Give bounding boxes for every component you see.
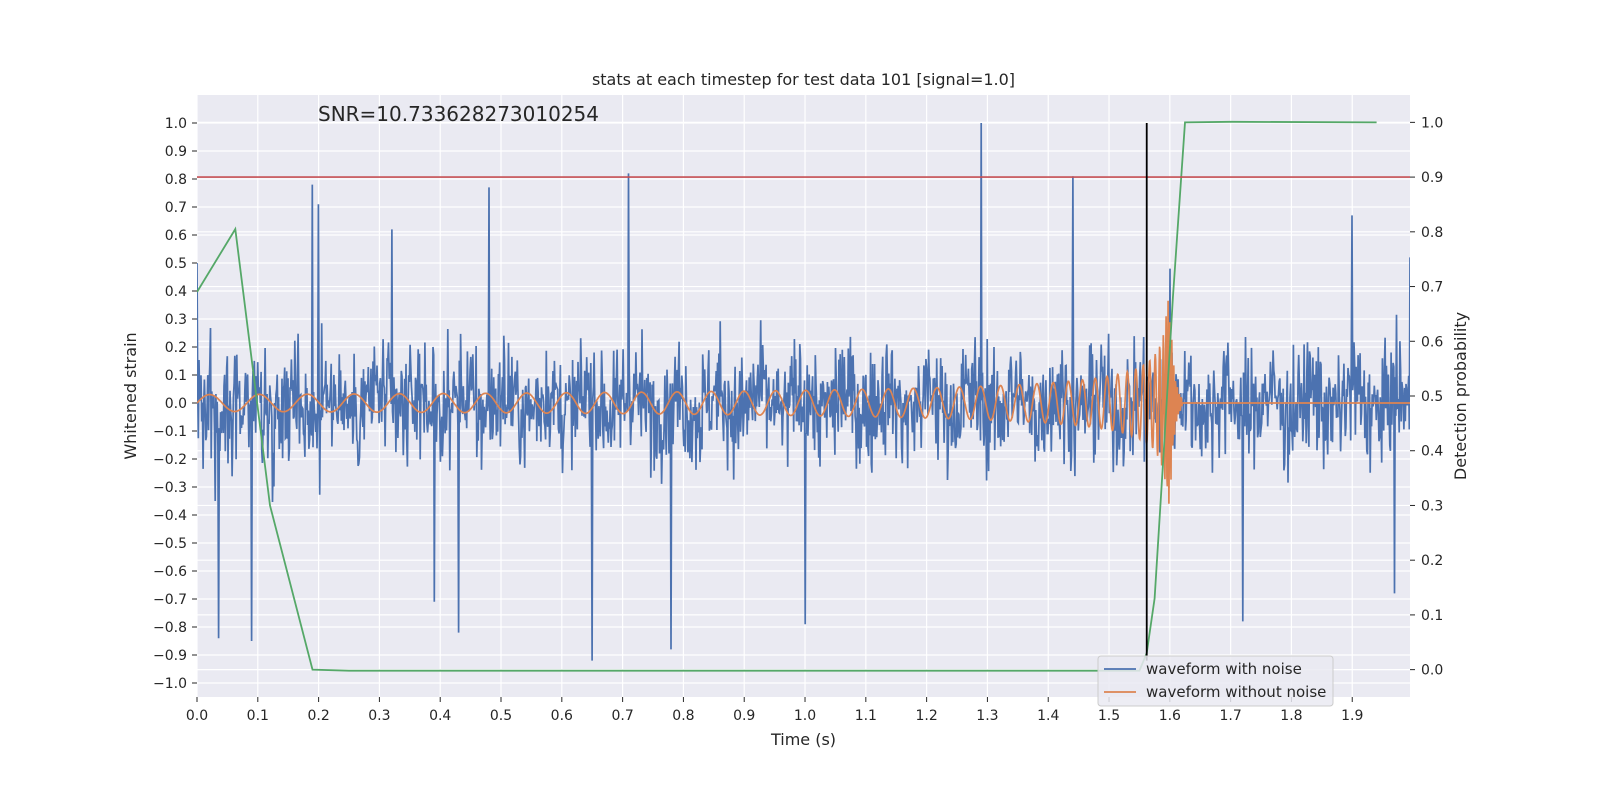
y2-tick-label: 0.3 xyxy=(1421,498,1443,514)
x-tick-label: 1.1 xyxy=(855,708,877,724)
y2-tick-label: 1.0 xyxy=(1421,115,1443,131)
x-tick-label: 0.6 xyxy=(551,708,573,724)
x-tick-label: 1.9 xyxy=(1341,708,1363,724)
y-tick-label: −1.0 xyxy=(153,676,187,692)
y-tick-label: 1.0 xyxy=(165,116,187,132)
y-tick-label: 0.1 xyxy=(165,368,187,384)
series-waveform-without-noise xyxy=(197,300,1410,504)
y2-tick-label: 0.5 xyxy=(1421,389,1443,405)
legend: waveform with noise waveform without noi… xyxy=(1097,655,1334,707)
x-tick-label: 1.4 xyxy=(1037,708,1059,724)
y-tick-label: −0.5 xyxy=(153,536,187,552)
y-axis-label: Whitened strain xyxy=(121,332,140,459)
y-tick-label: 0.9 xyxy=(165,144,187,160)
y-axis-ticks: −1.0 −0.9 −0.8 −0.7 −0.6 −0.5 −0.4 −0.3 −0.2 −0.1… xyxy=(153,116,197,692)
x-tick-label: 0.7 xyxy=(611,708,633,724)
y-tick-label: 0.7 xyxy=(165,200,187,216)
y-tick-label: −0.4 xyxy=(153,508,187,524)
legend-label-noisy: waveform with noise xyxy=(1146,660,1302,678)
y2-axis-ticks: 0.0 0.1 0.2 0.3 0.4 0.5 0.6 0.7 0.8 0.9 1.0 xyxy=(1410,115,1443,679)
y-tick-label: 0.8 xyxy=(165,172,187,188)
snr-annotation: SNR=10.733628273010254 xyxy=(318,102,599,126)
x-tick-label: 0.4 xyxy=(429,708,451,724)
x-tick-label: 1.7 xyxy=(1220,708,1242,724)
x-tick-label: 0.8 xyxy=(672,708,694,724)
x-tick-label: 1.8 xyxy=(1280,708,1302,724)
legend-box xyxy=(1097,655,1334,707)
y2-tick-label: 0.4 xyxy=(1421,444,1443,460)
y-tick-label: 0.2 xyxy=(165,340,187,356)
y-tick-label: 0.3 xyxy=(165,312,187,328)
y2-tick-label: 0.6 xyxy=(1421,334,1443,350)
y2-tick-label: 0.0 xyxy=(1421,663,1443,679)
x-tick-label: 1.5 xyxy=(1098,708,1120,724)
x-tick-label: 1.2 xyxy=(915,708,937,724)
y-tick-label: 0.5 xyxy=(165,256,187,272)
legend-label-clean: waveform without noise xyxy=(1146,683,1326,701)
x-tick-label: 0.3 xyxy=(368,708,390,724)
x-tick-label: 1.6 xyxy=(1159,708,1181,724)
x-axis-ticks: 0.0 0.1 0.2 0.3 0.4 0.5 0.6 0.7 0.8 0.9 1.0 1.1 1.2 1… xyxy=(186,697,1363,724)
x-tick-label: 0.5 xyxy=(490,708,512,724)
y2-tick-label: 0.7 xyxy=(1421,280,1443,296)
x-axis-label: Time (s) xyxy=(770,730,836,749)
y2-tick-label: 0.2 xyxy=(1421,553,1443,569)
y-tick-label: 0.4 xyxy=(165,284,187,300)
y-tick-label: 0.0 xyxy=(165,396,187,412)
x-tick-label: 0.9 xyxy=(733,708,755,724)
y-tick-label: −0.6 xyxy=(153,564,187,580)
y2-tick-label: 0.9 xyxy=(1421,170,1443,186)
y2-axis-label: Detection probability xyxy=(1451,312,1470,480)
y-tick-label: −0.3 xyxy=(153,480,187,496)
y-tick-label: −0.9 xyxy=(153,648,187,664)
y-tick-label: −0.1 xyxy=(153,424,187,440)
y-tick-label: 0.6 xyxy=(165,228,187,244)
y2-tick-label: 0.8 xyxy=(1421,225,1443,241)
chart-title: stats at each timestep for test data 101… xyxy=(592,70,1015,89)
x-tick-label: 1.0 xyxy=(794,708,816,724)
x-tick-label: 1.3 xyxy=(976,708,998,724)
reference-lines xyxy=(197,123,1410,661)
x-tick-label: 0.0 xyxy=(186,708,208,724)
y2-tick-label: 0.1 xyxy=(1421,608,1443,624)
y-tick-label: −0.8 xyxy=(153,620,187,636)
x-tick-label: 0.1 xyxy=(247,708,269,724)
y-tick-label: −0.7 xyxy=(153,592,187,608)
x-tick-label: 0.2 xyxy=(307,708,329,724)
y-tick-label: −0.2 xyxy=(153,452,187,468)
